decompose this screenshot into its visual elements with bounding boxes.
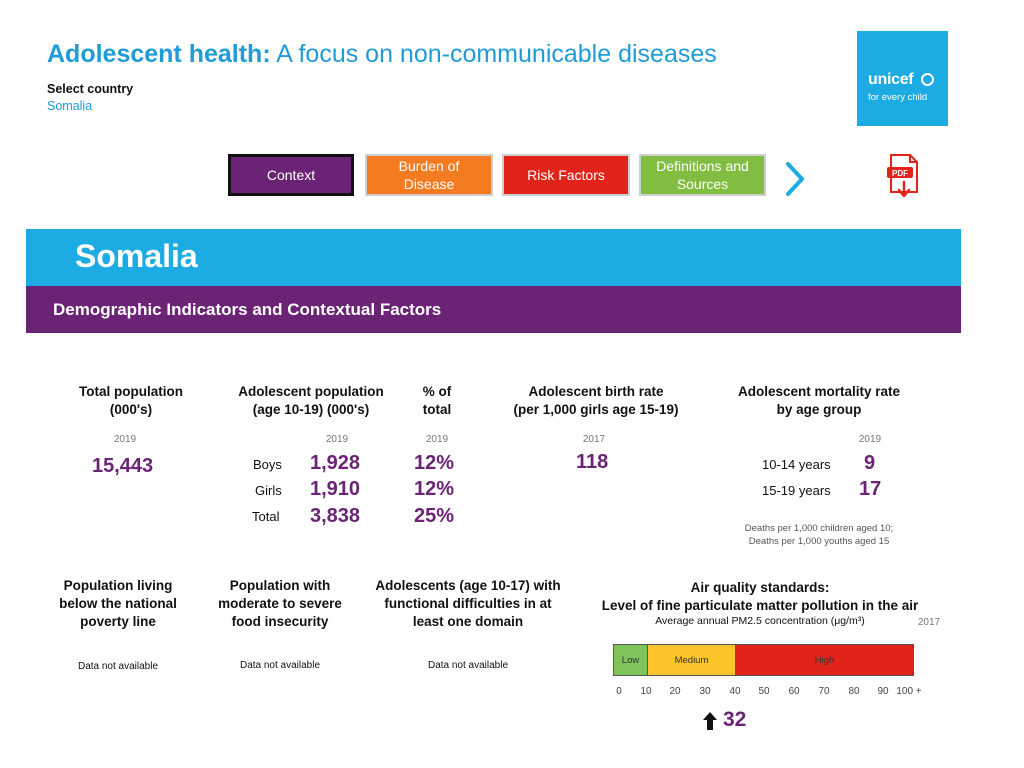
poverty-header: Population living below the national pover… — [59, 578, 177, 629]
country-banner: Somalia — [26, 229, 961, 286]
birth-rate-value: 118 — [576, 451, 609, 473]
scale-tick: 30 — [699, 686, 711, 697]
pdf-download-icon[interactable]: PDF — [884, 152, 924, 200]
boys-value: 1,928 — [310, 452, 361, 474]
birth-rate-year: 2017 — [582, 434, 606, 445]
globe-icon — [921, 73, 934, 86]
air-quality-header: Air quality standards: Level of fine part… — [601, 580, 919, 613]
scale-tick: 10 — [640, 686, 652, 697]
girls-percent: 12% — [414, 478, 455, 500]
context-button[interactable]: Context — [228, 154, 354, 196]
air-quality-subtitle: Average annual PM2.5 concentration (μg/m… — [655, 615, 865, 627]
total-population-header: Total population (000's) — [79, 384, 183, 417]
total-population-year: 2019 — [113, 434, 137, 445]
unicef-wordmark: unicef — [868, 71, 914, 88]
section-banner-title: Demographic Indicators and Contextual Fa… — [53, 300, 442, 319]
scale-tick: 0 — [616, 686, 622, 697]
scale-tick: 80 — [848, 686, 860, 697]
risk-factors-label: Risk Factors — [527, 167, 605, 183]
arrow-up-icon — [703, 712, 717, 730]
scale-high: High — [735, 645, 913, 675]
select-country-label: Select country — [47, 82, 134, 96]
country-selector[interactable]: Somalia — [47, 99, 93, 113]
definitions-sources-label: Definitions and Sources — [656, 158, 749, 192]
poverty-status: Data not available — [77, 661, 159, 672]
pm25-value: 32 — [723, 708, 747, 731]
functional-difficulties-header: Adolescents (age 10-17) with functional d… — [375, 578, 561, 629]
mortality-10-14-label: 10-14 years — [762, 457, 831, 472]
scale-tick: 40 — [729, 686, 741, 697]
chevron-right-icon[interactable] — [782, 158, 808, 200]
total-percent: 25% — [414, 505, 455, 527]
percent-of-total-year: 2019 — [425, 434, 449, 445]
burden-of-disease-button[interactable]: Burden of Disease — [365, 154, 493, 196]
mortality-note: Deaths per 1,000 children aged 10; Deaths… — [744, 523, 894, 547]
total-population-value: 15,443 — [92, 455, 154, 477]
context-button-label: Context — [266, 167, 316, 183]
girls-label: Girls — [255, 483, 282, 498]
total-value: 3,838 — [310, 505, 361, 527]
adolescent-population-year: 2019 — [325, 434, 349, 445]
adolescent-population-header: Adolescent population (age 10-19) (000's) — [238, 384, 384, 417]
girls-value: 1,910 — [310, 478, 361, 500]
pm25-scale-bar: Low Medium High — [613, 644, 914, 676]
functional-difficulties-status: Data not available — [427, 660, 509, 671]
scale-low: Low — [614, 645, 647, 675]
air-quality-year: 2017 — [917, 617, 941, 628]
scale-tick: 100 + — [896, 686, 922, 697]
food-insecurity-status: Data not available — [239, 660, 321, 671]
boys-percent: 12% — [414, 452, 455, 474]
scale-tick: 90 — [877, 686, 889, 697]
mortality-header: Adolescent mortality rate by age group — [737, 384, 901, 417]
total-label: Total — [252, 509, 280, 524]
mortality-10-14-value: 9 — [864, 452, 876, 474]
scale-tick: 20 — [669, 686, 681, 697]
boys-label: Boys — [253, 457, 282, 472]
burden-of-disease-label: Burden of Disease — [398, 158, 460, 192]
risk-factors-button[interactable]: Risk Factors — [502, 154, 630, 196]
section-banner: Demographic Indicators and Contextual Fa… — [26, 286, 961, 333]
pdf-label: PDF — [892, 169, 908, 178]
scale-medium: Medium — [647, 645, 735, 675]
unicef-tagline: for every child — [868, 92, 928, 103]
food-insecurity-header: Population with moderate to severe food in… — [218, 578, 342, 629]
birth-rate-header: Adolescent birth rate (per 1,000 girls ag… — [513, 384, 679, 417]
percent-of-total-header: % of total — [422, 384, 452, 417]
mortality-15-19-label: 15-19 years — [762, 483, 831, 498]
unicef-logo: unicef for every child — [857, 31, 948, 126]
scale-tick: 60 — [788, 686, 800, 697]
page-title: Adolescent health: A focus on non-commun… — [47, 40, 717, 68]
definitions-sources-button[interactable]: Definitions and Sources — [639, 154, 766, 196]
scale-tick: 50 — [758, 686, 770, 697]
mortality-year: 2019 — [858, 434, 882, 445]
country-banner-title: Somalia — [75, 238, 198, 274]
mortality-15-19-value: 17 — [859, 478, 882, 500]
scale-tick: 70 — [818, 686, 830, 697]
